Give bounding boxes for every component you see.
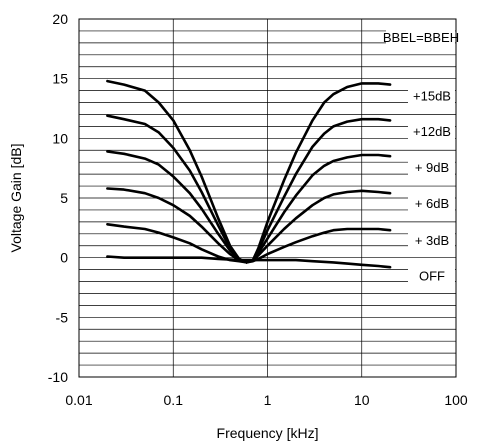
y-tick-label: 15 [52, 71, 68, 87]
annotation-box [408, 266, 455, 285]
tick-labels: 0.01 0.1 1 10 100 -10 -5 0 5 10 15 20 [48, 11, 468, 408]
annotation-box [408, 230, 455, 249]
series-line [106, 187, 392, 264]
plot-frame [78, 18, 457, 378]
annotation-label: + 3dB [415, 233, 449, 248]
y-tick-label: 20 [52, 11, 68, 27]
series-line [106, 255, 392, 269]
annotation-label: + 9dB [415, 160, 449, 175]
x-tick-label: 1 [264, 392, 272, 408]
annotation-label: +15dB [413, 88, 451, 103]
x-tick-label: 10 [354, 392, 370, 408]
y-tick-label: -10 [48, 369, 68, 385]
y-tick-label: 5 [60, 190, 68, 206]
curve-annotations: BBEL=BBEH +15dB +12dB + 9dB + 6dB + 3dB OFF [383, 27, 459, 285]
series-line [106, 79, 392, 264]
series-curves [106, 79, 392, 269]
y-tick-label: -5 [56, 309, 69, 325]
annotation-label: +12dB [413, 124, 451, 139]
grid-lines [79, 19, 456, 377]
annotation-label: + 6dB [415, 196, 449, 211]
y-axis-label: Voltage Gain [dB] [8, 144, 24, 253]
x-tick-label: 0.1 [164, 392, 184, 408]
annotation-box [408, 86, 455, 105]
annotation-box [408, 157, 455, 176]
annotation-label: BBEL=BBEH [383, 30, 459, 45]
annotation-label: OFF [419, 269, 445, 284]
annotation-box [408, 122, 455, 141]
y-tick-label: 0 [60, 250, 68, 266]
y-tick-label: 10 [52, 130, 68, 146]
x-axis-label: Frequency [kHz] [217, 425, 319, 441]
series-line [106, 114, 392, 264]
x-tick-label: 100 [444, 392, 468, 408]
annotation-box [408, 193, 455, 212]
x-tick-label: 0.01 [65, 392, 92, 408]
annotation-box [386, 27, 455, 46]
